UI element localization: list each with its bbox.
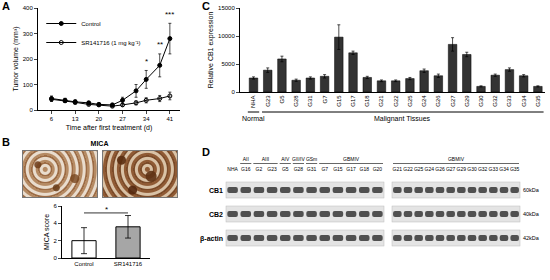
svg-text:G5: G5 xyxy=(279,95,285,104)
svg-text:G24: G24 xyxy=(425,166,435,172)
svg-text:NHA: NHA xyxy=(250,95,256,108)
svg-text:G5: G5 xyxy=(282,166,289,172)
svg-text:0: 0 xyxy=(53,255,57,261)
svg-text:G18: G18 xyxy=(360,166,370,172)
svg-text:G32: G32 xyxy=(478,166,488,172)
svg-text:G17: G17 xyxy=(350,95,356,107)
svg-text:60kDa: 60kDa xyxy=(523,187,540,193)
svg-text:G34: G34 xyxy=(499,166,509,172)
svg-text:***: *** xyxy=(165,10,174,19)
svg-text:G31: G31 xyxy=(307,95,313,107)
svg-text:41: 41 xyxy=(167,116,174,122)
svg-text:G29: G29 xyxy=(457,166,467,172)
svg-text:G20: G20 xyxy=(373,166,383,172)
svg-text:G26: G26 xyxy=(435,166,445,172)
svg-text:0: 0 xyxy=(29,107,33,113)
svg-text:SR141716 (1 mg kg⁻¹): SR141716 (1 mg kg⁻¹) xyxy=(81,40,140,46)
svg-text:G26: G26 xyxy=(435,95,441,107)
svg-text:AIII: AIII xyxy=(262,156,270,162)
svg-text:GSm: GSm xyxy=(306,156,317,162)
svg-text:CB2: CB2 xyxy=(209,211,223,218)
html-text:D: D xyxy=(202,146,210,158)
svg-text:G30: G30 xyxy=(478,95,484,107)
svg-text:G31: G31 xyxy=(307,166,317,172)
html-text:MICA: MICA xyxy=(90,140,109,147)
svg-text:G33: G33 xyxy=(506,95,512,107)
svg-text:G23: G23 xyxy=(265,95,271,107)
svg-text:G7: G7 xyxy=(322,95,328,104)
svg-text:400: 400 xyxy=(23,5,34,11)
svg-text:G24: G24 xyxy=(421,95,427,107)
svg-text:G25: G25 xyxy=(407,95,413,107)
svg-text:G27: G27 xyxy=(446,166,456,172)
svg-text:G33: G33 xyxy=(489,166,499,172)
svg-text:6: 6 xyxy=(50,116,54,122)
svg-text:G22: G22 xyxy=(403,166,413,172)
svg-text:G29: G29 xyxy=(464,95,470,107)
html-text:B: B xyxy=(2,136,10,148)
svg-text:2: 2 xyxy=(53,238,57,244)
svg-text:Time after first treatment (d): Time after first treatment (d) xyxy=(66,124,152,132)
svg-text:G21: G21 xyxy=(393,166,403,172)
svg-text:20: 20 xyxy=(96,116,103,122)
svg-text:10000: 10000 xyxy=(218,33,235,39)
html-text:C: C xyxy=(202,0,210,12)
svg-text:100: 100 xyxy=(23,82,34,88)
svg-text:G2: G2 xyxy=(256,166,263,172)
svg-text:CB1: CB1 xyxy=(209,187,223,194)
svg-text:β-actin: β-actin xyxy=(200,235,223,243)
svg-text:Normal: Normal xyxy=(242,115,265,122)
svg-text:15000: 15000 xyxy=(218,5,235,11)
svg-text:**: ** xyxy=(157,40,163,49)
svg-text:4: 4 xyxy=(53,220,57,226)
svg-text:Malignant Tissues: Malignant Tissues xyxy=(374,115,431,123)
svg-text:0: 0 xyxy=(231,89,235,95)
svg-text:Control: Control xyxy=(74,261,93,267)
svg-text:G15: G15 xyxy=(336,95,342,107)
svg-text:34: 34 xyxy=(143,116,150,122)
svg-text:MICA score: MICA score xyxy=(43,214,50,250)
svg-text:*: * xyxy=(145,57,148,66)
svg-text:AIV: AIV xyxy=(281,156,290,162)
svg-text:40kDa: 40kDa xyxy=(523,211,540,217)
svg-text:6: 6 xyxy=(53,203,57,209)
svg-text:NHA: NHA xyxy=(227,166,238,172)
svg-text:Relative CB1 expression: Relative CB1 expression xyxy=(207,12,215,89)
svg-text:G35: G35 xyxy=(510,166,520,172)
svg-text:G18: G18 xyxy=(364,95,370,107)
svg-text:G28: G28 xyxy=(293,95,299,107)
svg-text:G17: G17 xyxy=(346,166,356,172)
svg-text:G32: G32 xyxy=(492,95,498,107)
svg-text:AII: AII xyxy=(243,156,249,162)
svg-text:GBMIV: GBMIV xyxy=(448,156,465,162)
svg-text:G16: G16 xyxy=(241,166,251,172)
svg-text:GII/IV: GII/IV xyxy=(292,156,305,162)
svg-text:G35: G35 xyxy=(535,95,541,107)
svg-text:G25: G25 xyxy=(414,166,424,172)
svg-text:G21: G21 xyxy=(378,95,384,107)
svg-text:300: 300 xyxy=(23,31,34,37)
svg-text:G23: G23 xyxy=(267,166,277,172)
svg-text:27: 27 xyxy=(119,116,126,122)
svg-text:G27: G27 xyxy=(450,95,456,107)
svg-text:G22: G22 xyxy=(393,95,399,107)
svg-text:G30: G30 xyxy=(467,166,477,172)
svg-text:*: * xyxy=(105,205,108,214)
svg-text:13: 13 xyxy=(72,116,79,122)
svg-text:GBMIV: GBMIV xyxy=(343,156,360,162)
svg-text:Tumor volume (mm³): Tumor volume (mm³) xyxy=(12,26,20,91)
svg-text:Control: Control xyxy=(81,21,100,27)
svg-text:G28: G28 xyxy=(294,166,304,172)
html-text:A: A xyxy=(2,0,10,12)
svg-text:G7: G7 xyxy=(321,166,328,172)
svg-text:200: 200 xyxy=(23,56,34,62)
svg-text:G34: G34 xyxy=(521,95,527,107)
svg-text:G15: G15 xyxy=(333,166,343,172)
svg-text:42kDa: 42kDa xyxy=(523,235,540,241)
svg-text:5000: 5000 xyxy=(221,61,235,67)
svg-text:SR141716: SR141716 xyxy=(114,261,143,267)
